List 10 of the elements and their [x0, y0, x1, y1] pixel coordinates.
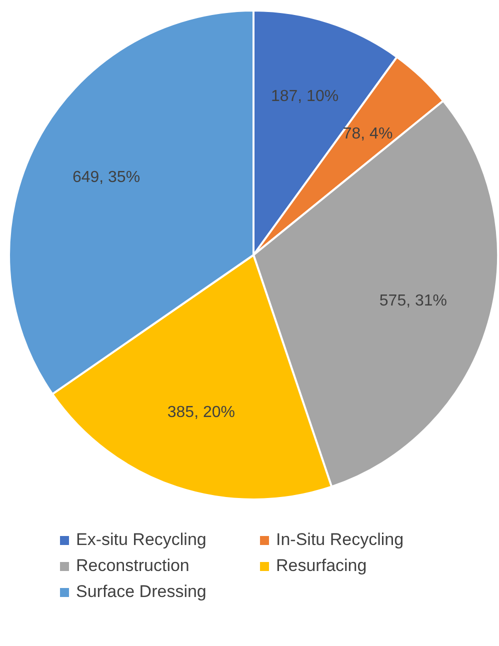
legend-label: Surface Dressing [75, 582, 208, 602]
legend-label: Resurfacing [275, 556, 368, 576]
data-label: 385, 20% [167, 404, 235, 422]
data-label: 575, 31% [379, 292, 448, 310]
legend-label: Reconstruction [75, 556, 190, 576]
data-label: 78, 4% [342, 126, 393, 143]
data-label: 187, 10% [270, 88, 339, 106]
legend-label: In-Situ Recycling [275, 530, 405, 550]
data-label: 649, 35% [72, 169, 140, 186]
legend-label: Ex-situ Recycling [75, 530, 208, 550]
